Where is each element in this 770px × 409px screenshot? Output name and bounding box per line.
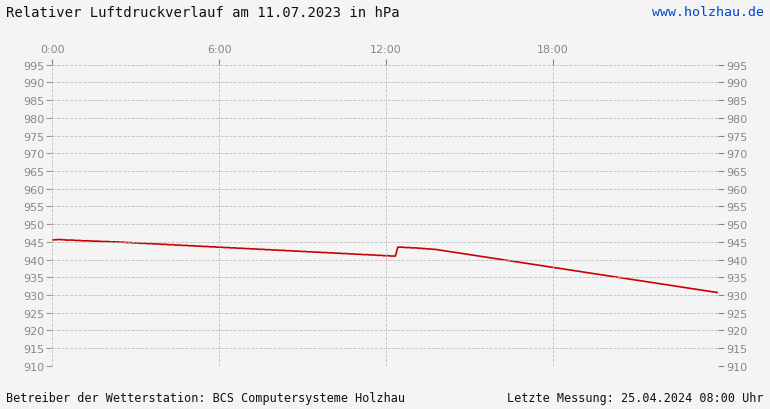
Text: www.holzhau.de: www.holzhau.de	[652, 6, 764, 19]
Text: Relativer Luftdruckverlauf am 11.07.2023 in hPa: Relativer Luftdruckverlauf am 11.07.2023…	[6, 6, 400, 20]
Text: Betreiber der Wetterstation: BCS Computersysteme Holzhau: Betreiber der Wetterstation: BCS Compute…	[6, 391, 405, 404]
Text: Letzte Messung: 25.04.2024 08:00 Uhr: Letzte Messung: 25.04.2024 08:00 Uhr	[507, 391, 764, 404]
